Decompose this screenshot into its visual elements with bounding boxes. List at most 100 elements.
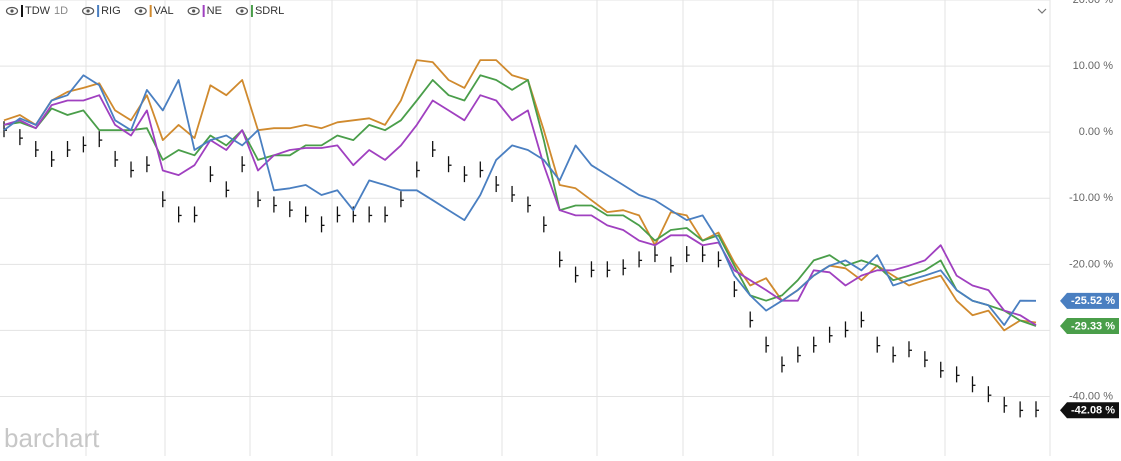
- price-bar: [511, 185, 516, 202]
- price-bar: [987, 386, 992, 403]
- value-badge: [1060, 318, 1119, 335]
- price-bar: [781, 356, 785, 373]
- series-line: [3, 94, 1037, 326]
- price-bar: [940, 361, 944, 378]
- legend-swatch: [149, 5, 152, 17]
- price-bar: [98, 131, 103, 148]
- price-bar: [19, 129, 23, 146]
- price-bar: [82, 136, 87, 153]
- y-tick-label: 0.00 %: [1079, 126, 1113, 138]
- price-bar: [590, 261, 595, 278]
- price-bar: [146, 156, 150, 173]
- plot: [3, 59, 1039, 418]
- y-tick-label: -20.00 %: [1069, 258, 1113, 270]
- price-bar: [670, 256, 674, 273]
- price-bar: [1035, 401, 1039, 418]
- series-line: [3, 59, 1037, 332]
- price-bar: [225, 181, 230, 198]
- price-bar: [1019, 401, 1024, 418]
- price-bar: [66, 141, 71, 158]
- eye-icon: [134, 6, 147, 16]
- price-bar: [654, 246, 658, 263]
- legend: TDW 1D RIG VAL NE SDRL: [5, 5, 284, 17]
- price-bar: [177, 206, 182, 223]
- price-bar: [559, 251, 563, 268]
- legend-swatch: [97, 5, 100, 17]
- price-bar: [384, 206, 389, 223]
- y-tick-label: -40.00 %: [1069, 390, 1113, 402]
- visibility-toggle[interactable]: [187, 6, 200, 16]
- price-bar: [717, 251, 722, 268]
- eye-icon: [235, 6, 249, 16]
- eye-icon: [82, 6, 95, 16]
- price-bar: [701, 246, 706, 263]
- eye-icon: [5, 6, 19, 16]
- visibility-toggle[interactable]: [5, 6, 19, 16]
- collapse-chevron[interactable]: [1037, 8, 1047, 14]
- price-bar: [543, 216, 547, 233]
- price-bar: [130, 161, 135, 178]
- legend-label: RIG: [101, 5, 121, 17]
- price-bar: [828, 326, 833, 343]
- legend-swatch: [21, 5, 23, 17]
- price-bar: [733, 281, 738, 298]
- price-bar: [416, 161, 420, 178]
- horizontal-grid: [0, 0, 1050, 398]
- price-bar: [971, 376, 976, 393]
- price-bar: [257, 191, 262, 208]
- price-bar: [241, 156, 246, 173]
- price-bar: [320, 216, 325, 233]
- end-badges: -42.08 % -25.52 % -29.33 %: [1060, 292, 1119, 419]
- price-bar: [749, 311, 754, 328]
- price-bar: [336, 206, 341, 223]
- price-bar: [289, 201, 293, 218]
- price-bar: [35, 141, 39, 158]
- price-bar: [447, 156, 452, 173]
- legend-swatch: [202, 5, 205, 17]
- legend-label: TDW: [25, 5, 51, 17]
- vertical-grid: [85, 0, 1051, 456]
- price-bar: [955, 366, 960, 383]
- price-bar: [479, 161, 484, 178]
- price-bar: [860, 311, 865, 328]
- price-bar: [495, 176, 500, 193]
- value-badge: [1060, 402, 1119, 419]
- price-bar: [892, 346, 897, 363]
- y-tick-label: -10.00 %: [1069, 192, 1113, 204]
- legend-label: NE: [207, 5, 222, 17]
- legend-label: VAL: [154, 5, 174, 17]
- eye-pupil: [240, 9, 244, 13]
- eye-icon: [187, 6, 200, 16]
- price-bar: [797, 346, 801, 363]
- price-bar: [463, 166, 468, 183]
- y-tick-label: 10.00 %: [1073, 60, 1114, 72]
- eye-pupil: [86, 9, 90, 13]
- price-bar: [162, 191, 166, 208]
- price-bar: [606, 261, 611, 278]
- price-bar: [765, 336, 770, 353]
- price-bar: [114, 150, 119, 167]
- value-badge: [1060, 292, 1119, 309]
- price-bar: [638, 251, 643, 268]
- y-tick-label: 20.00 %: [1073, 0, 1114, 6]
- price-bar: [622, 259, 627, 276]
- price-bar: [432, 141, 436, 158]
- price-bar: [1003, 396, 1008, 413]
- visibility-toggle[interactable]: [82, 6, 95, 16]
- legend-interval: 1D: [54, 5, 68, 17]
- eye-pupil: [10, 9, 14, 13]
- price-bar: [368, 206, 373, 223]
- eye-pupil: [192, 9, 196, 13]
- visibility-toggle[interactable]: [235, 6, 249, 16]
- eye-pupil: [139, 9, 143, 13]
- price-bar: [876, 336, 881, 353]
- price-bar: [908, 341, 912, 358]
- price-bar: [686, 246, 690, 263]
- series-line: [3, 74, 1037, 327]
- value-badge-label: -42.08 %: [1071, 405, 1115, 417]
- price-bar: [527, 196, 531, 213]
- price-bar: [273, 196, 277, 213]
- visibility-toggle[interactable]: [134, 6, 147, 16]
